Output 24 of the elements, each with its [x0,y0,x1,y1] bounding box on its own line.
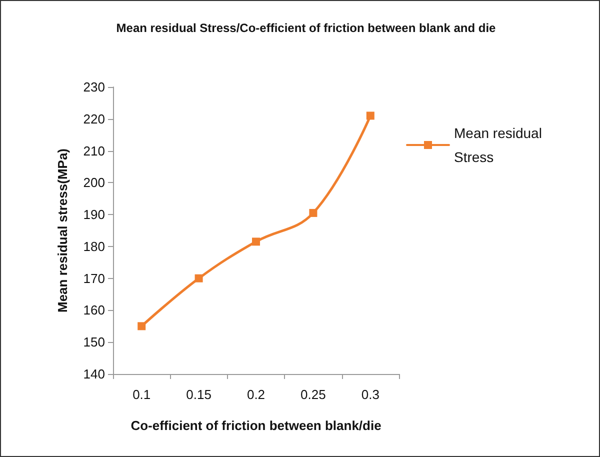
legend-label: Mean residual Stress [454,125,546,165]
y-tick-label: 200 [83,175,105,190]
point [309,208,318,217]
y-axis-title: Mean residual stress(MPa) [55,148,70,313]
point [194,274,203,282]
x-tick-label: 0.1 [132,387,151,402]
chart-title: Mean residual Stress/Co-efficient of friction between blank and die [116,21,496,35]
x-axis-title: Co-efficient of friction between blank/die [130,418,382,433]
point [138,322,146,330]
y-tick-label: 230 [83,80,105,94]
y-tick-label: 180 [83,238,105,254]
y-tick-label: 190 [83,207,105,222]
x-tick-label: 0.2 [246,387,266,402]
x-tick-label: 0.15 [186,387,212,402]
y-tick-label: 210 [83,143,105,158]
point [252,238,260,246]
y-tick-label: 160 [83,302,105,318]
x-tick-label: 0.3 [361,387,380,402]
y-tick-label: 220 [83,111,105,126]
y-tick-label: 170 [83,270,105,286]
point [366,112,374,120]
y-tick-label: 150 [83,334,105,350]
x-tick-label: 0.25 [300,387,326,402]
y-tick-label: 140 [83,366,105,382]
